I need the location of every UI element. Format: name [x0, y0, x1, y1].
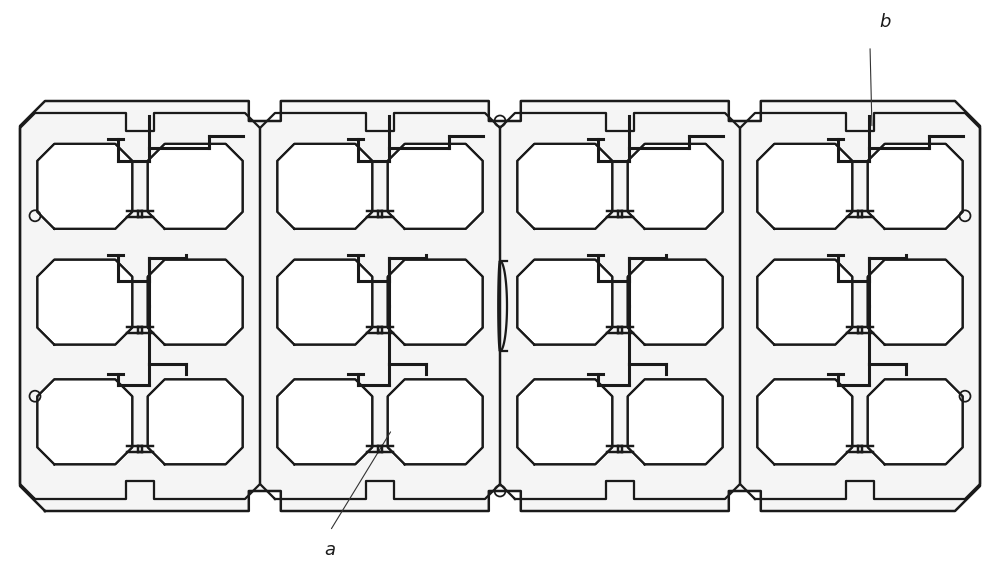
Text: a: a [325, 541, 336, 559]
Polygon shape [868, 144, 963, 229]
Polygon shape [37, 260, 132, 344]
Polygon shape [388, 144, 483, 229]
Polygon shape [517, 260, 612, 344]
Polygon shape [277, 260, 372, 344]
Polygon shape [388, 380, 483, 464]
Polygon shape [517, 380, 612, 464]
Polygon shape [148, 144, 243, 229]
Polygon shape [517, 144, 612, 229]
Polygon shape [388, 144, 483, 229]
Polygon shape [388, 260, 483, 344]
Polygon shape [388, 380, 483, 464]
Polygon shape [148, 380, 243, 464]
Polygon shape [757, 260, 852, 344]
Polygon shape [757, 380, 852, 464]
Polygon shape [37, 144, 132, 229]
Polygon shape [757, 380, 852, 464]
Polygon shape [148, 260, 243, 344]
Polygon shape [757, 144, 852, 229]
Polygon shape [868, 380, 963, 464]
Polygon shape [37, 380, 132, 464]
Polygon shape [868, 260, 963, 344]
Polygon shape [277, 380, 372, 464]
Polygon shape [868, 380, 963, 464]
Polygon shape [148, 380, 243, 464]
Polygon shape [868, 260, 963, 344]
Polygon shape [37, 380, 132, 464]
Polygon shape [628, 260, 723, 344]
Polygon shape [388, 260, 483, 344]
Polygon shape [517, 380, 612, 464]
Polygon shape [628, 380, 723, 464]
Polygon shape [277, 380, 372, 464]
Polygon shape [20, 101, 980, 511]
Polygon shape [628, 144, 723, 229]
Polygon shape [517, 144, 612, 229]
Polygon shape [37, 144, 132, 229]
Polygon shape [517, 260, 612, 344]
Polygon shape [628, 380, 723, 464]
Polygon shape [277, 144, 372, 229]
Polygon shape [277, 260, 372, 344]
Polygon shape [757, 260, 852, 344]
Polygon shape [757, 144, 852, 229]
Polygon shape [868, 144, 963, 229]
Text: b: b [879, 13, 891, 31]
Polygon shape [628, 144, 723, 229]
Polygon shape [148, 260, 243, 344]
Polygon shape [628, 260, 723, 344]
Polygon shape [148, 144, 243, 229]
Polygon shape [37, 260, 132, 344]
Polygon shape [277, 144, 372, 229]
